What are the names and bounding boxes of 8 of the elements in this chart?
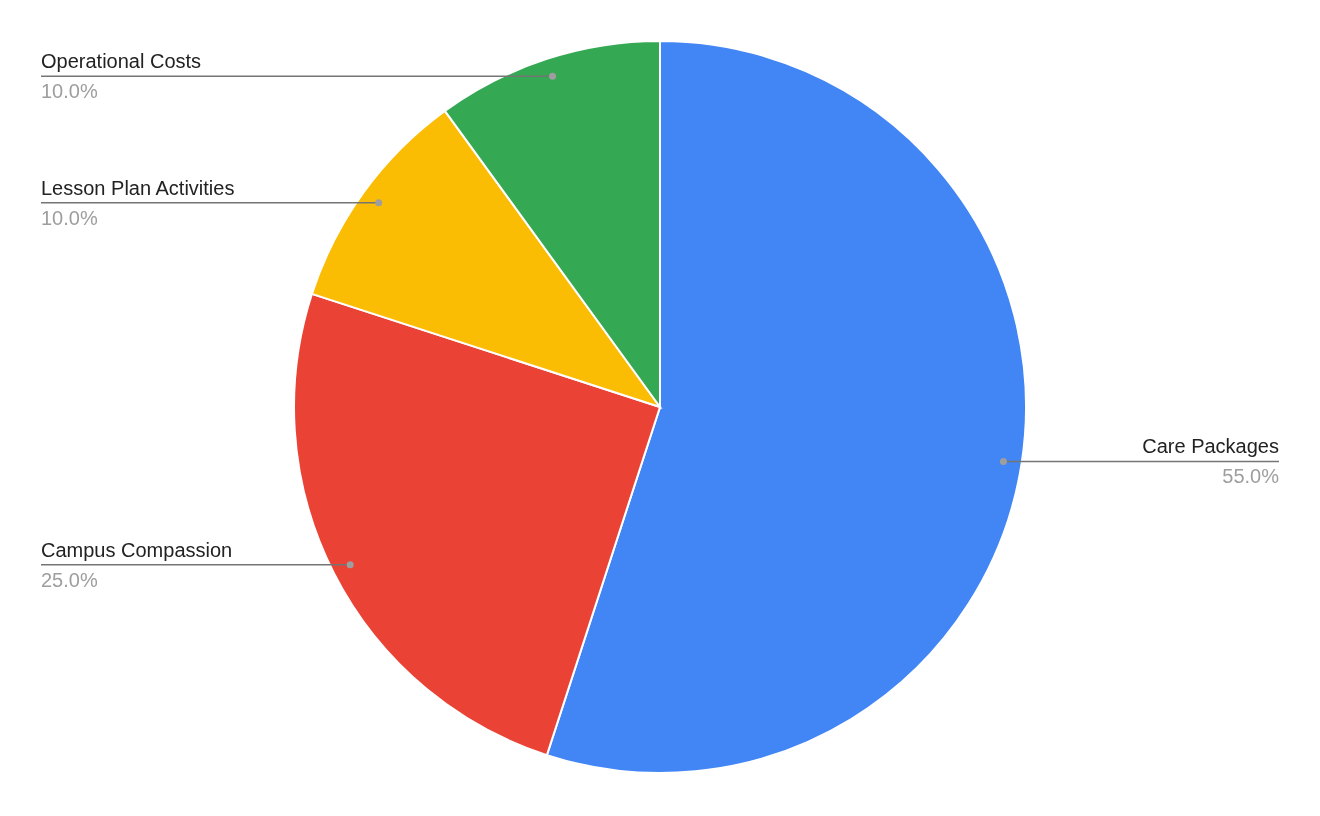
data-label: 55.0% [1222,465,1280,488]
data-label: 10.0% [41,80,98,103]
data-label: 10.0% [41,206,98,229]
data-label: 25.0% [41,568,98,591]
slice-label: Operational Costs [41,50,202,73]
slice-label: Care Packages [1142,435,1279,458]
slice-label: Lesson Plan Activities [41,176,235,199]
slice-label: Campus Compassion [41,538,233,561]
